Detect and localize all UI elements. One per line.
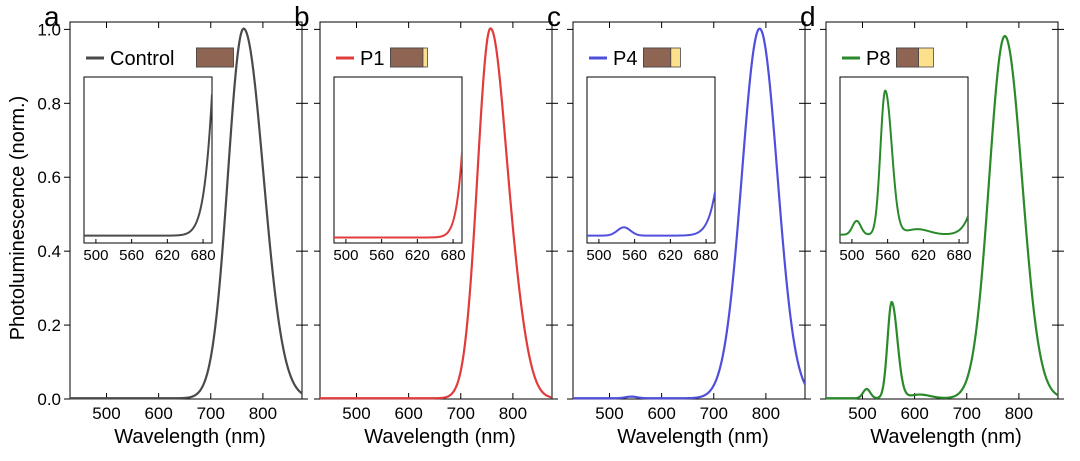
x-tick-label: 600 — [144, 404, 172, 423]
plot-frame — [825, 21, 1059, 400]
inset-x-tick-label: 500 — [839, 247, 864, 264]
inset-frame — [83, 76, 213, 244]
inset-frame — [839, 76, 969, 244]
inset-x-tick-label: 620 — [405, 247, 430, 264]
inset: 500 560 620 680 — [83, 76, 216, 264]
panel-d: 500 600 700 800 Wavelength (nm) d P8 500 560 620 6… — [800, 1, 1064, 448]
spectrum-line — [573, 27, 805, 400]
inset-spectrum-line — [334, 152, 462, 239]
spectrum-line — [70, 27, 302, 400]
inset-x-tick-label: 500 — [333, 247, 358, 264]
plot-frame — [69, 21, 303, 400]
inset-x-tick-label: 680 — [191, 247, 216, 264]
inset-x-tick-label: 620 — [911, 247, 936, 264]
inset: 500 560 620 680 — [586, 76, 719, 264]
inset-frame — [586, 76, 716, 244]
legend-label: P8 — [866, 48, 890, 70]
inset-spectrum-line — [840, 89, 968, 236]
y-tick-label: 0.8 — [37, 94, 61, 113]
x-tick-label: 800 — [249, 404, 277, 423]
x-tick-label: 500 — [342, 404, 370, 423]
inset-x-tick-label: 680 — [441, 247, 466, 264]
x-tick-label: 500 — [92, 404, 120, 423]
panel-letter: d — [800, 1, 816, 32]
x-axis-title: Wavelength (nm) — [870, 426, 1022, 448]
composition-bar-brown — [643, 47, 672, 68]
inset-spectrum-line — [84, 94, 212, 237]
y-axis-title: Photoluminescence (norm.) — [7, 96, 29, 341]
y-tick-label: 0.6 — [37, 168, 61, 187]
panel-c: 500 600 700 800 Wavelength (nm) c P4 500 560 620 6… — [547, 1, 811, 448]
panel-a: 500 600 700 800 0.0 0.2 0.4 0.6 0.8 1.0 Wavelength… — [37, 1, 308, 448]
y-tick-label: 0.0 — [37, 390, 61, 409]
inset-x-tick-label: 500 — [83, 247, 108, 264]
inset-x-tick-label: 560 — [875, 247, 900, 264]
inset-x-tick-label: 500 — [586, 247, 611, 264]
inset-x-tick-label: 560 — [119, 247, 144, 264]
x-tick-label: 800 — [1005, 404, 1033, 423]
inset-x-tick-label: 680 — [694, 247, 719, 264]
panel-letter: c — [547, 1, 561, 32]
composition-bar-brown — [896, 47, 920, 68]
inset-frame — [333, 76, 463, 244]
x-tick-label: 700 — [700, 404, 728, 423]
x-tick-label: 600 — [647, 404, 675, 423]
inset-x-tick-label: 560 — [622, 247, 647, 264]
y-tick-label: 0.2 — [37, 316, 61, 335]
legend-label: P4 — [613, 48, 637, 70]
inset: 500 560 620 680 — [839, 76, 972, 264]
panel-letter: a — [44, 1, 60, 32]
x-tick-label: 600 — [900, 404, 928, 423]
x-axis-title: Wavelength (nm) — [617, 426, 769, 448]
inset-x-tick-label: 680 — [947, 247, 972, 264]
panel-b: 500 600 700 800 Wavelength (nm) b P1 500 560 620 6… — [294, 1, 558, 448]
legend-label: Control — [110, 48, 174, 70]
x-tick-label: 700 — [197, 404, 225, 423]
inset-spectrum-line — [587, 191, 715, 237]
y-tick-label: 0.4 — [37, 242, 61, 261]
spectrum-line — [320, 27, 552, 400]
x-axis-title: Wavelength (nm) — [114, 426, 266, 448]
x-tick-label: 800 — [752, 404, 780, 423]
composition-bar-brown — [195, 47, 234, 68]
y-tick-label: 1.0 — [37, 20, 61, 39]
x-tick-label: 500 — [848, 404, 876, 423]
inset-x-tick-label: 560 — [369, 247, 394, 264]
spectrum-line — [826, 34, 1058, 400]
x-axis-title: Wavelength (nm) — [364, 426, 516, 448]
inset: 500 560 620 680 — [333, 76, 466, 264]
x-tick-label: 700 — [953, 404, 981, 423]
inset-x-tick-label: 620 — [155, 247, 180, 264]
inset-x-tick-label: 620 — [658, 247, 683, 264]
x-tick-label: 700 — [447, 404, 475, 423]
x-tick-label: 500 — [595, 404, 623, 423]
x-tick-label: 800 — [499, 404, 527, 423]
composition-bar-brown — [389, 47, 424, 68]
x-tick-label: 600 — [394, 404, 422, 423]
panel-letter: b — [294, 1, 310, 32]
legend-label: P1 — [360, 48, 384, 70]
